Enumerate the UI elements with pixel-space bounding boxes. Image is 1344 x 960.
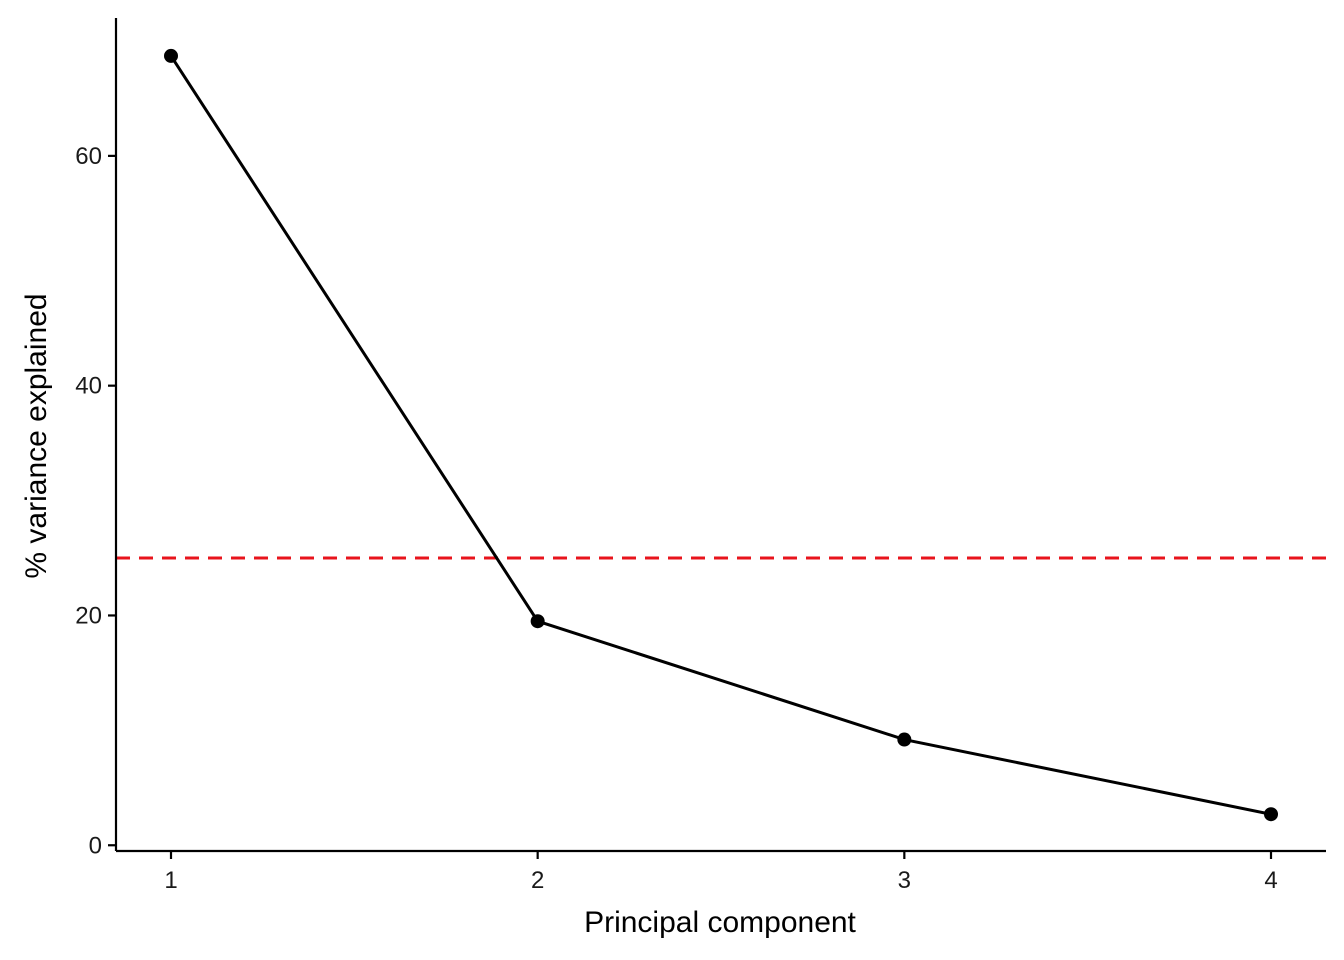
y-tick-label: 60 [75, 143, 102, 170]
y-tick-label: 20 [75, 602, 102, 629]
data-point [530, 614, 545, 629]
x-tick-label: 3 [898, 867, 911, 894]
data-point [897, 732, 912, 747]
x-tick-label: 1 [164, 867, 177, 894]
data-point [164, 48, 178, 63]
x-axis-title: Principal component [584, 906, 856, 939]
data-point [1264, 807, 1278, 822]
series-line [169, 55, 1272, 816]
y-tick-label: 40 [75, 373, 102, 400]
plot-area [116, 48, 1326, 822]
y-axis-title: % variance explained [20, 293, 53, 578]
y-axis: 0 20 40 60 [75, 18, 118, 859]
x-tick-label: 4 [1264, 867, 1277, 894]
x-tick-label: 2 [531, 867, 544, 894]
y-tick-label: 0 [89, 832, 102, 859]
x-axis: 1 2 3 4 [116, 849, 1326, 894]
